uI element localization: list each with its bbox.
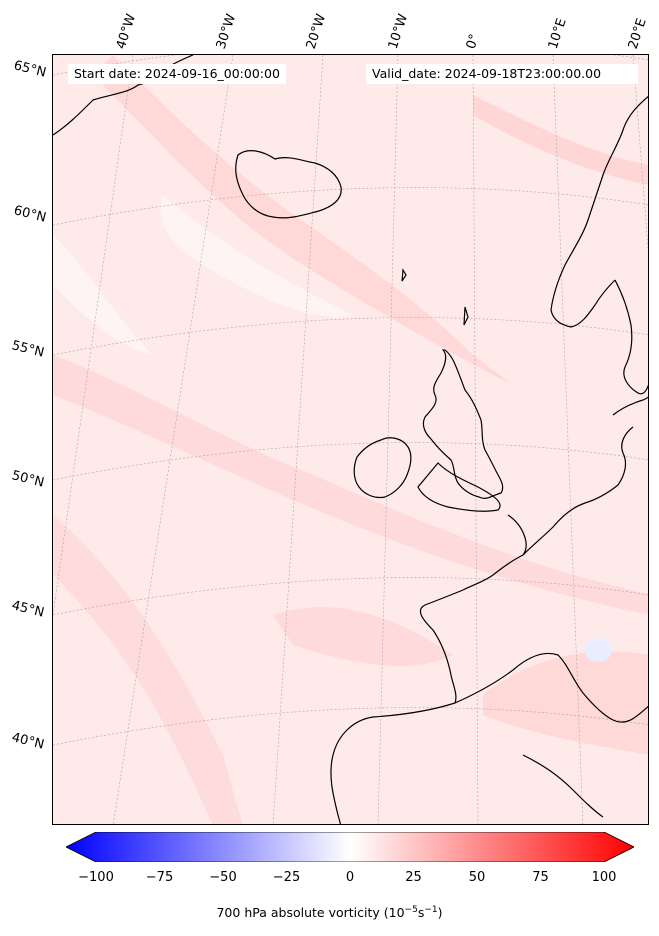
parallel-60n: [53, 187, 648, 226]
parallel-40n: [53, 707, 648, 746]
coast-denmark: [612, 396, 648, 416]
lon-label-40w: 40°W: [113, 12, 140, 51]
vorticity-band-north: [93, 55, 513, 385]
vorticity-light-patch: [160, 195, 353, 317]
coast-norway: [550, 95, 648, 328]
coast-med-south: [522, 754, 604, 818]
lon-label-20w: 20°W: [303, 12, 330, 51]
lat-label-45n: 45°N: [10, 598, 46, 621]
colorbar-tick-label: 75: [532, 870, 549, 885]
lat-label-50n: 50°N: [10, 468, 46, 491]
colorbar-label-end: ): [437, 905, 443, 921]
colorbar-tick-label: −75: [145, 870, 174, 885]
vorticity-band-northeast: [473, 95, 648, 185]
coast-great-britain: [422, 349, 504, 499]
parallel-50n: [53, 442, 648, 481]
vorticity-light-patch-west: [53, 235, 153, 355]
lat-label-40n: 40°N: [10, 730, 46, 753]
coast-sweden: [614, 279, 648, 395]
lon-label-0: 0°: [463, 32, 483, 51]
vorticity-band-southwest: [53, 515, 243, 824]
start-date-label: Start date: 2024-09-16_00:00:00: [68, 64, 286, 84]
parallel-45n: [53, 577, 648, 616]
colorbar-tick-label: 100: [591, 870, 617, 885]
vorticity-colorbar: [66, 832, 634, 862]
coast-ireland: [353, 437, 412, 499]
lon-label-20e: 20°E: [625, 16, 650, 51]
lat-label-65n: 65°N: [12, 58, 48, 81]
coast-france-iberia: [330, 514, 527, 824]
valid-date-label: Valid_date: 2024-09-18T23:00:00.00: [366, 64, 638, 84]
graticule: [53, 55, 648, 824]
coast-shetland: [463, 306, 469, 326]
colorbar-label-unit: s: [417, 905, 425, 921]
parallel-65n: [53, 55, 648, 76]
coast-north-sea-east: [522, 426, 634, 556]
colorbar-tick-label: −25: [272, 870, 301, 885]
vorticity-patch-biscay: [273, 607, 453, 666]
lat-label-55n: 55°N: [10, 338, 46, 361]
meridian-20e: [632, 55, 648, 252]
lon-label-30w: 30°W: [213, 12, 240, 51]
colorbar-tick-label: −100: [78, 870, 114, 885]
lon-label-10e: 10°E: [545, 16, 570, 51]
colorbar-tick-label: 50: [468, 870, 486, 885]
colorbar-tick-label: −50: [209, 870, 237, 885]
map-panel: [52, 54, 649, 825]
coast-faroe: [401, 268, 407, 282]
colorbar-label-exp1: −5: [404, 905, 418, 915]
vorticity-patch-mediterranean: [483, 651, 648, 755]
meridian-20w: [272, 55, 324, 824]
lon-label-10w: 10°W: [385, 12, 412, 51]
coast-iceland: [235, 150, 342, 219]
colorbar-label-text: 700 hPa absolute vorticity (10: [216, 905, 405, 921]
parallel-55n: [53, 317, 648, 356]
colorbar-tick-label: 0: [345, 870, 355, 885]
coast-mediterranean: [454, 652, 648, 723]
coast-southern-england: [417, 462, 501, 512]
vorticity-negative-patch: [584, 638, 612, 662]
colorbar-gradient: [66, 832, 634, 862]
vorticity-band-mid: [53, 355, 648, 615]
coastlines: [53, 55, 648, 824]
lat-label-60n: 60°N: [12, 203, 48, 226]
coast-greenland: [53, 55, 194, 136]
colorbar-tick-label: 25: [405, 870, 422, 885]
meridian-10w: [377, 55, 399, 824]
meridian-0: [472, 55, 479, 824]
colorbar-label-exp2: −1: [424, 905, 438, 915]
meridian-10e: [552, 55, 584, 824]
vorticity-map: [53, 55, 648, 824]
colorbar-label: 700 hPa absolute vorticity (10−5s−1): [0, 905, 659, 920]
